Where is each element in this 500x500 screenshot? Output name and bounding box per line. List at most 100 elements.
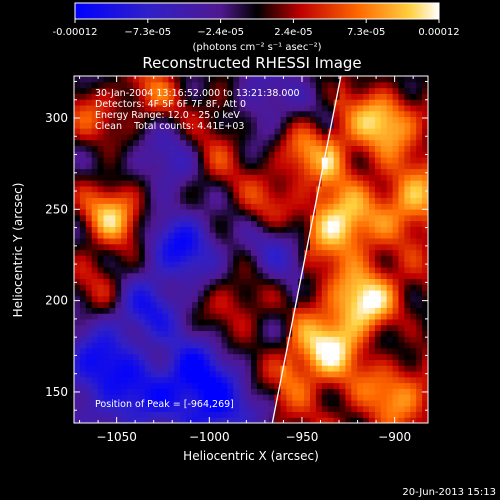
heatmap-cell	[233, 301, 240, 308]
heatmap-cell	[345, 347, 352, 355]
heatmap-cell	[197, 168, 205, 175]
heatmap-cell	[345, 370, 352, 378]
heatmap-cell	[74, 249, 81, 256]
heatmap-cell	[369, 76, 376, 83]
heatmap-cell	[398, 411, 405, 418]
heatmap-cell	[286, 151, 293, 158]
heatmap-cell	[180, 342, 187, 349]
heatmap-cell	[97, 324, 105, 332]
heatmap-cell	[292, 289, 299, 297]
heatmap-cell	[85, 382, 93, 389]
heatmap-cell	[85, 197, 93, 204]
heatmap-cell	[192, 156, 199, 164]
heatmap-cell	[150, 394, 158, 401]
heatmap-cell	[256, 139, 264, 146]
heatmap-cell	[286, 313, 293, 320]
heatmap-cell	[168, 168, 175, 175]
heatmap-cell	[422, 417, 428, 423]
heatmap-cell	[127, 237, 134, 245]
heatmap-cell	[186, 330, 193, 337]
heatmap-cell	[150, 145, 158, 152]
heatmap-cell	[304, 278, 311, 285]
heatmap-cell	[410, 365, 417, 372]
heatmap-cell	[292, 336, 299, 343]
heatmap-cell	[91, 261, 99, 268]
heatmap-cell	[91, 220, 99, 227]
heatmap-cell	[162, 336, 169, 343]
heatmap-cell	[74, 232, 81, 239]
heatmap-cell	[339, 342, 346, 349]
heatmap-cell	[133, 266, 140, 274]
heatmap-cell	[186, 151, 193, 158]
heatmap-cell	[298, 203, 305, 210]
heatmap-cell	[256, 301, 264, 308]
heatmap-cell	[251, 324, 258, 332]
heatmap-cell	[310, 93, 317, 100]
heatmap-cell	[392, 139, 400, 146]
heatmap-cell	[310, 307, 317, 314]
heatmap-cell	[280, 185, 287, 193]
heatmap-cell	[150, 185, 158, 193]
heatmap-cell	[310, 342, 317, 349]
heatmap-cell	[262, 243, 270, 251]
heatmap-cell	[209, 272, 217, 280]
heatmap-cell	[298, 197, 305, 204]
heatmap-cell	[203, 104, 211, 112]
heatmap-cell	[298, 284, 305, 291]
heatmap-cell	[310, 174, 317, 181]
heatmap-cell	[333, 405, 341, 413]
heatmap-cell	[197, 359, 205, 366]
heatmap-cell	[85, 359, 93, 366]
heatmap-cell	[215, 289, 223, 297]
heatmap-cell	[274, 255, 282, 262]
heatmap-cell	[304, 405, 311, 413]
heatmap-cell	[357, 209, 364, 216]
heatmap-cell	[327, 272, 335, 280]
heatmap-cell	[127, 110, 134, 118]
heatmap-cell	[315, 411, 323, 418]
heatmap-cell	[274, 347, 282, 355]
heatmap-cell	[150, 180, 158, 187]
heatmap-cell	[245, 116, 252, 123]
heatmap-cell	[262, 417, 270, 423]
heatmap-cell	[251, 197, 258, 204]
heatmap-cell	[186, 226, 193, 233]
heatmap-cell	[398, 318, 405, 326]
heatmap-cell	[380, 151, 388, 158]
heatmap-cell	[221, 162, 228, 170]
heatmap-cell	[174, 191, 181, 199]
heatmap-cell	[133, 301, 140, 308]
heatmap-cell	[245, 191, 252, 199]
heatmap-cell	[221, 284, 228, 291]
heatmap-cell	[215, 359, 223, 366]
heatmap-cell	[380, 122, 388, 129]
heatmap-cell	[422, 318, 428, 326]
heatmap-cell	[410, 255, 417, 262]
heatmap-cell	[97, 232, 105, 239]
heatmap-cell	[144, 232, 152, 239]
heatmap-cell	[233, 307, 240, 314]
heatmap-cell	[333, 128, 341, 135]
heatmap-cell	[256, 243, 264, 251]
heatmap-cell	[345, 162, 352, 170]
heatmap-cell	[398, 220, 405, 227]
heatmap-cell	[422, 209, 428, 216]
heatmap-cell	[197, 261, 205, 268]
heatmap-cell	[127, 289, 134, 297]
heatmap-cell	[138, 87, 146, 94]
heatmap-cell	[79, 336, 87, 343]
heatmap-cell	[392, 162, 400, 170]
heatmap-cell	[133, 226, 140, 233]
heatmap-cell	[392, 278, 400, 285]
heatmap-cell	[369, 180, 376, 187]
heatmap-cell	[79, 353, 87, 360]
heatmap-cell	[280, 324, 287, 332]
heatmap-cell	[327, 249, 335, 256]
heatmap-cell	[85, 411, 93, 418]
heatmap-cell	[280, 353, 287, 360]
heatmap-cell	[416, 278, 423, 285]
heatmap-cell	[203, 214, 211, 222]
heatmap-cell	[91, 289, 99, 297]
heatmap-cell	[392, 122, 400, 129]
heatmap-cell	[386, 151, 394, 158]
